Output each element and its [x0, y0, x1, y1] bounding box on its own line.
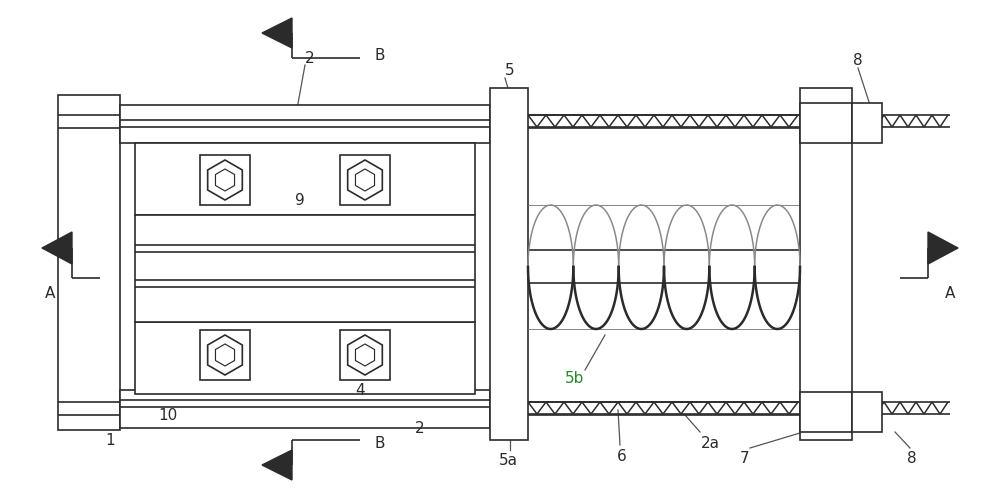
Bar	[135, 215, 475, 322]
Bar	[800, 392, 852, 432]
Text: 10: 10	[158, 407, 178, 422]
Text: 8: 8	[907, 451, 917, 466]
Text: 1: 1	[105, 432, 115, 448]
Bar	[135, 143, 475, 215]
Bar	[200, 330, 250, 380]
Polygon shape	[348, 160, 382, 200]
Polygon shape	[42, 232, 72, 264]
Text: 7: 7	[740, 451, 750, 466]
Text: 2: 2	[415, 420, 425, 435]
Bar	[800, 103, 852, 143]
Bar	[58, 95, 120, 430]
Polygon shape	[348, 335, 382, 375]
Polygon shape	[355, 344, 375, 366]
Bar	[120, 105, 490, 143]
Bar	[340, 330, 390, 380]
Polygon shape	[215, 344, 235, 366]
Polygon shape	[262, 450, 292, 480]
Polygon shape	[215, 169, 235, 191]
Text: 2: 2	[305, 50, 315, 66]
Text: 2a: 2a	[700, 435, 720, 451]
Bar	[200, 155, 250, 205]
Polygon shape	[355, 169, 375, 191]
Text: 8: 8	[853, 52, 863, 68]
Bar	[490, 88, 528, 440]
Bar	[340, 155, 390, 205]
Text: 4: 4	[355, 382, 365, 397]
Text: 5b: 5b	[565, 371, 585, 385]
Polygon shape	[262, 18, 292, 48]
Text: A: A	[945, 286, 955, 301]
Text: 6: 6	[617, 449, 627, 464]
Text: A: A	[45, 286, 55, 301]
Text: B: B	[375, 47, 386, 63]
Bar	[852, 392, 882, 432]
Bar	[120, 390, 490, 428]
Bar	[852, 103, 882, 143]
Text: 5a: 5a	[498, 453, 518, 468]
Text: B: B	[375, 435, 386, 451]
Bar	[135, 322, 475, 394]
Polygon shape	[208, 335, 242, 375]
Polygon shape	[208, 160, 242, 200]
Bar	[800, 88, 852, 440]
Polygon shape	[928, 232, 958, 264]
Text: 9: 9	[295, 193, 305, 208]
Text: 5: 5	[505, 63, 515, 78]
